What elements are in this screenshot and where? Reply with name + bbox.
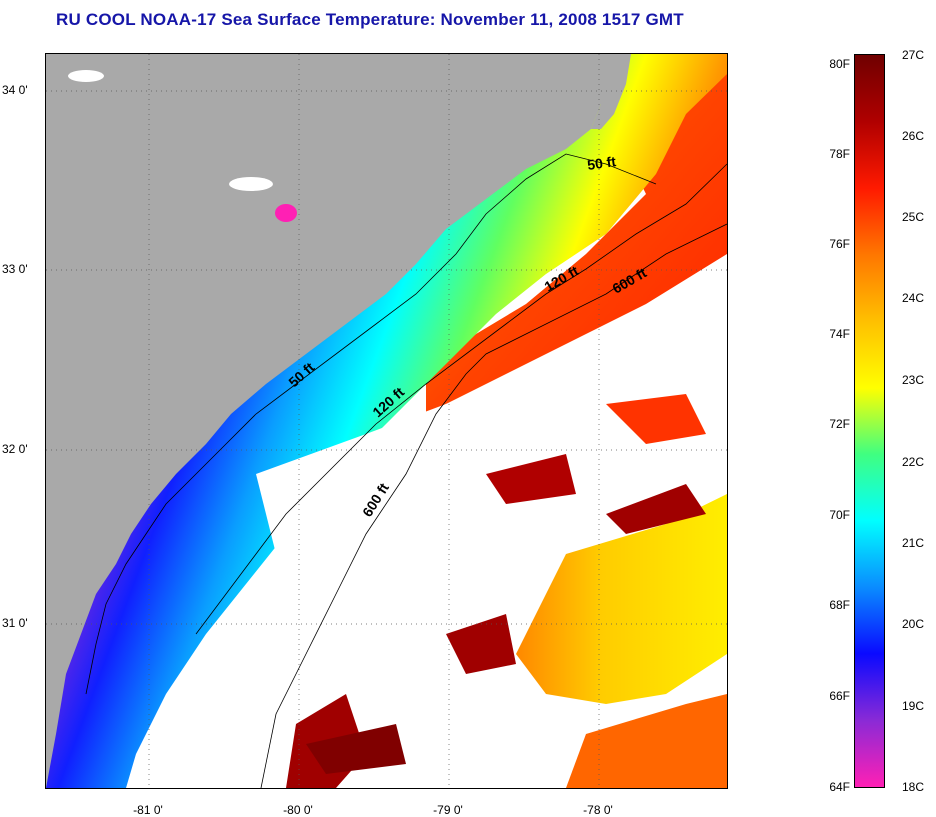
warm-patch	[516, 494, 727, 704]
cloud-area	[166, 294, 727, 788]
sst-map: 50 ft 120 ft 600 ft 50 ft 120 ft 600 ft	[45, 53, 728, 789]
warm-patch	[306, 724, 406, 774]
colorbar-c-label: 25C	[902, 210, 925, 224]
contour-label: 50 ft	[586, 153, 617, 173]
warm-patch	[606, 394, 706, 444]
colorbar-f-label: 66F	[829, 689, 850, 703]
inland-lake	[275, 204, 297, 222]
colorbar-f-label: 70F	[829, 508, 850, 522]
lon-label: -78 0'	[583, 803, 613, 817]
colorbar-c-label: 20C	[902, 617, 925, 631]
colorbar-c-label: 23C	[902, 373, 925, 387]
colorbar-c-label: 21C	[902, 536, 925, 550]
warm-patch	[486, 454, 576, 504]
shelf-water	[46, 54, 727, 788]
colorbar-f-label: 78F	[829, 147, 850, 161]
land-mass	[46, 54, 606, 788]
cape-fear-land	[591, 54, 631, 129]
lat-label: 33 0'	[2, 262, 28, 276]
colorbar-f-label: 74F	[829, 327, 850, 341]
inland-cloud	[229, 177, 273, 191]
lon-label: -80 0'	[283, 803, 313, 817]
colorbar-f-label: 76F	[829, 237, 850, 251]
colorbar-f-label: 68F	[829, 598, 850, 612]
lat-label: 34 0'	[2, 83, 28, 97]
lat-label: 31 0'	[2, 616, 28, 630]
colorbar-c-label: 18C	[902, 780, 925, 794]
graticule	[46, 54, 727, 788]
warm-patch	[606, 484, 706, 534]
colorbar-f-label: 64F	[829, 780, 850, 794]
colorbar-c-label: 27C	[902, 48, 925, 62]
map-title: RU COOL NOAA-17 Sea Surface Temperature:…	[56, 10, 684, 29]
colorbar-f-label: 72F	[829, 417, 850, 431]
warm-patch	[566, 694, 727, 788]
colorbar-c-label: 24C	[902, 291, 925, 305]
colorbar-f-label: 80F	[829, 57, 850, 71]
lat-label: 32 0'	[2, 442, 28, 456]
colorbar-c-label: 26C	[902, 129, 925, 143]
lon-label: -81 0'	[133, 803, 163, 817]
colorbar-c-label: 22C	[902, 455, 925, 469]
lon-label: -79 0'	[433, 803, 463, 817]
bathymetry-contours	[85, 153, 727, 788]
warm-patch	[446, 614, 516, 674]
temperature-colorbar	[854, 54, 885, 788]
colorbar-c-label: 19C	[902, 699, 925, 713]
inland-cloud	[68, 70, 104, 82]
